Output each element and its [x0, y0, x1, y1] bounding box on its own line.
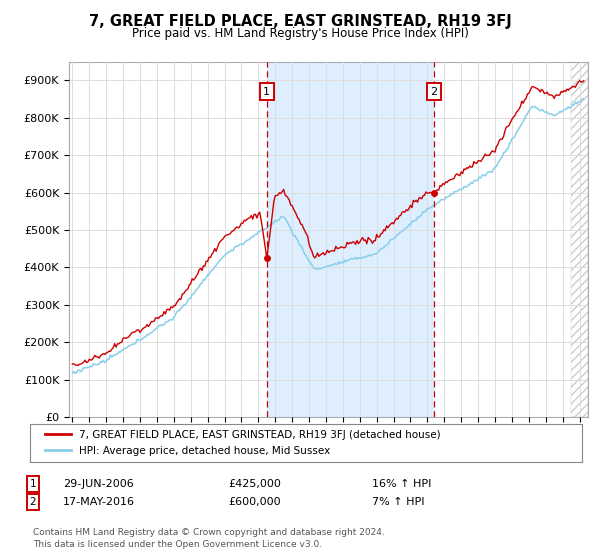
- Text: 2: 2: [29, 497, 37, 507]
- Bar: [267, 62, 434, 417]
- Text: £600,000: £600,000: [228, 497, 281, 507]
- Text: 29-JUN-2006: 29-JUN-2006: [63, 479, 134, 489]
- Text: 1: 1: [29, 479, 37, 489]
- Text: 1: 1: [263, 87, 270, 96]
- Text: 17-MAY-2016: 17-MAY-2016: [63, 497, 135, 507]
- Text: £425,000: £425,000: [228, 479, 281, 489]
- Text: Contains HM Land Registry data © Crown copyright and database right 2024.
This d: Contains HM Land Registry data © Crown c…: [33, 528, 385, 549]
- Text: 2: 2: [430, 87, 437, 96]
- Legend: 7, GREAT FIELD PLACE, EAST GRINSTEAD, RH19 3FJ (detached house), HPI: Average pr: 7, GREAT FIELD PLACE, EAST GRINSTEAD, RH…: [41, 426, 445, 460]
- Text: 16% ↑ HPI: 16% ↑ HPI: [372, 479, 431, 489]
- Text: Price paid vs. HM Land Registry's House Price Index (HPI): Price paid vs. HM Land Registry's House …: [131, 27, 469, 40]
- Bar: [571, 62, 588, 417]
- Text: 7, GREAT FIELD PLACE, EAST GRINSTEAD, RH19 3FJ: 7, GREAT FIELD PLACE, EAST GRINSTEAD, RH…: [89, 14, 511, 29]
- Text: 7% ↑ HPI: 7% ↑ HPI: [372, 497, 425, 507]
